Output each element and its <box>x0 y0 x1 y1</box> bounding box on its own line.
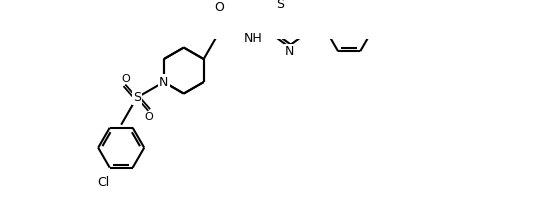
Text: O: O <box>214 1 224 14</box>
Text: O: O <box>121 74 130 84</box>
Text: N: N <box>159 75 169 89</box>
Text: O: O <box>144 112 153 122</box>
Text: S: S <box>133 91 141 104</box>
Text: N: N <box>284 45 294 58</box>
Text: S: S <box>276 0 284 11</box>
Text: NH: NH <box>244 32 262 45</box>
Text: Cl: Cl <box>97 176 109 189</box>
